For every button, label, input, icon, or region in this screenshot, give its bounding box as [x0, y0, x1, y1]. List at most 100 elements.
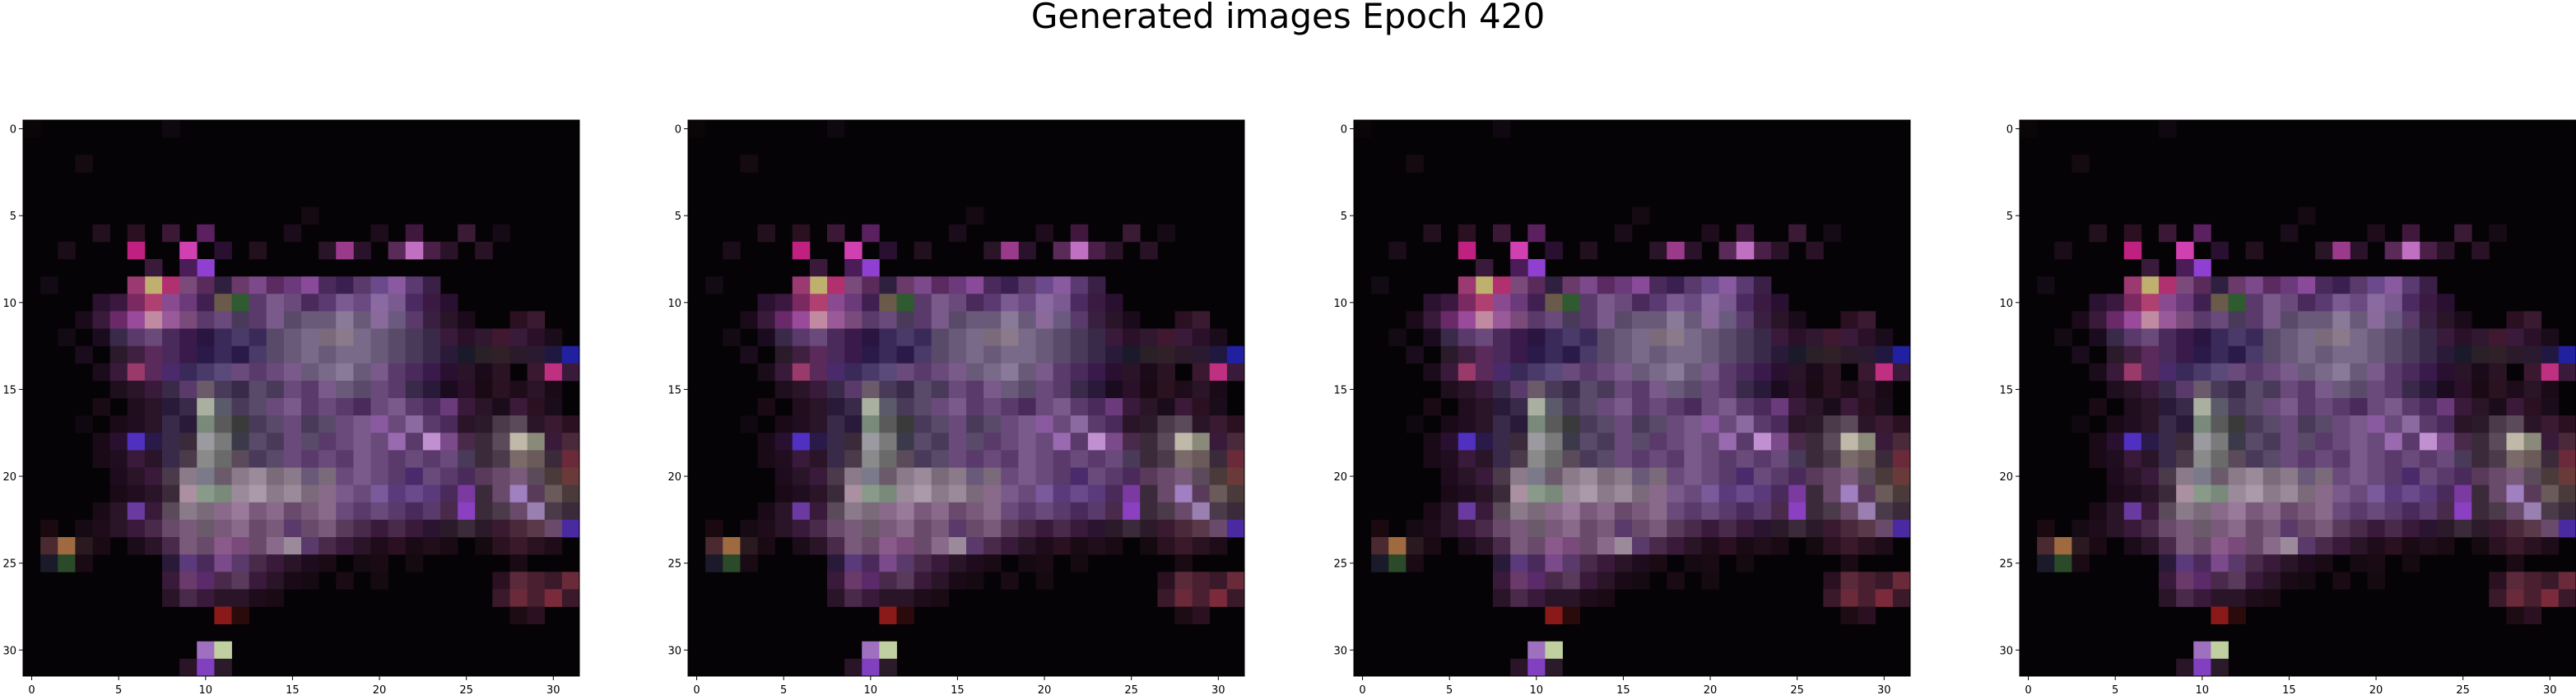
pixel-cell — [1858, 380, 1876, 399]
pixel-cell — [2350, 484, 2368, 503]
pixel-cell — [1875, 433, 1894, 451]
pixel-cell — [2541, 415, 2560, 433]
pixel-cell — [1458, 450, 1476, 468]
pixel-cell — [1226, 345, 1245, 364]
pixel-cell — [1753, 276, 1772, 294]
pixel-cell — [1018, 328, 1036, 347]
pixel-cell — [2262, 484, 2281, 503]
pixel-cell — [2089, 294, 2108, 312]
pixel-cell — [1649, 433, 1667, 451]
pixel-cell — [2280, 363, 2299, 382]
pixel-cell — [896, 433, 915, 451]
pixel-cell — [1614, 398, 1633, 416]
pixel-cell — [1562, 311, 1581, 329]
pixel-cell — [1174, 398, 1193, 416]
y-tick-label: 5 — [10, 211, 16, 223]
pixel-cell — [983, 467, 1002, 486]
pixel-cell — [283, 363, 302, 382]
y-tick-label: 30 — [667, 645, 681, 657]
pixel-cell — [1123, 311, 1141, 329]
pixel-cell — [388, 484, 407, 503]
pixel-cell — [2384, 276, 2403, 294]
pixel-cell — [723, 537, 741, 555]
figure-title: Generated images Epoch 420 — [1030, 0, 1546, 36]
x-tick-label: 10 — [2196, 684, 2210, 695]
pixel-cell — [2367, 572, 2386, 590]
pixel-cell — [1684, 433, 1702, 451]
pixel-cell — [844, 276, 863, 294]
pixel-cell — [2471, 502, 2490, 521]
pixel-cell — [2245, 572, 2264, 590]
pixel-cell — [1545, 658, 1563, 677]
pixel-cell — [2332, 276, 2350, 294]
pixel-cell — [1018, 380, 1036, 399]
pixel-cell — [144, 311, 163, 329]
pixel-cell — [1649, 415, 1667, 433]
pixel-cell — [1823, 502, 1841, 521]
pixel-cell — [1140, 450, 1158, 468]
pixel-cell — [2367, 502, 2386, 521]
pixel-cell — [1875, 345, 1894, 364]
pixel-cell — [2176, 450, 2194, 468]
pixel-cell — [2523, 537, 2542, 555]
pixel-cell — [948, 380, 967, 399]
pixel-cell — [2211, 363, 2229, 382]
pixel-cell — [231, 415, 250, 433]
pixel-cell — [1406, 537, 1424, 555]
pixel-cell — [1840, 484, 1859, 503]
pixel-cell — [92, 224, 111, 243]
pixel-cell — [266, 311, 285, 329]
pixel-cell — [1858, 433, 1876, 451]
pixel-cell — [1174, 415, 1193, 433]
pixel-cell — [1753, 380, 1772, 399]
pixel-layer — [1354, 120, 1911, 677]
pixel-cell — [1388, 328, 1407, 347]
pixel-cell — [2558, 433, 2576, 451]
pixel-cell — [1875, 484, 1894, 503]
pixel-cell — [1614, 363, 1633, 382]
pixel-cell — [475, 345, 493, 364]
pixel-cell — [1423, 328, 1442, 347]
pixel-cell — [827, 537, 845, 555]
pixel-cell — [827, 484, 845, 503]
pixel-cell — [2141, 380, 2160, 399]
pixel-cell — [249, 328, 267, 347]
pixel-cell — [440, 433, 458, 451]
pixel-cell — [1018, 294, 1036, 312]
pixel-cell — [1140, 415, 1158, 433]
pixel-cell — [2350, 537, 2368, 555]
pixel-cell — [2367, 311, 2386, 329]
pixel-cell — [1649, 554, 1667, 572]
x-tick-label: 0 — [28, 684, 35, 695]
pixel-cell — [1157, 467, 1175, 486]
pixel-cell — [1371, 537, 1389, 555]
pixel-cell — [336, 450, 354, 468]
pixel-cell — [1192, 606, 1211, 625]
pixel-cell — [1875, 328, 1894, 347]
pixel-cell — [862, 554, 880, 572]
pixel-cell — [1527, 380, 1546, 399]
pixel-cell — [1718, 345, 1737, 364]
pixel-cell — [1667, 276, 1685, 294]
pixel-cell — [2454, 311, 2472, 329]
pixel-cell — [983, 484, 1002, 503]
pixel-cell — [2159, 345, 2177, 364]
pixel-cell — [1788, 363, 1806, 382]
pixel-cell — [1157, 572, 1175, 590]
pixel-cell — [2298, 398, 2316, 416]
pixel-cell — [231, 345, 250, 364]
pixel-cell — [1892, 467, 1911, 486]
pixel-cell — [2054, 241, 2072, 260]
pixel-cell — [1545, 415, 1563, 433]
pixel-cell — [1806, 380, 1824, 399]
y-tick-label: 15 — [1999, 384, 2013, 396]
pixel-cell — [370, 519, 389, 538]
pixel-cell — [827, 519, 845, 538]
pixel-cell — [1806, 433, 1824, 451]
pixel-cell — [301, 467, 319, 486]
pixel-cell — [527, 345, 546, 364]
pixel-cell — [844, 294, 863, 312]
pixel-cell — [2123, 502, 2142, 521]
pixel-cell — [2367, 537, 2386, 555]
pixel-cell — [1209, 380, 1228, 399]
